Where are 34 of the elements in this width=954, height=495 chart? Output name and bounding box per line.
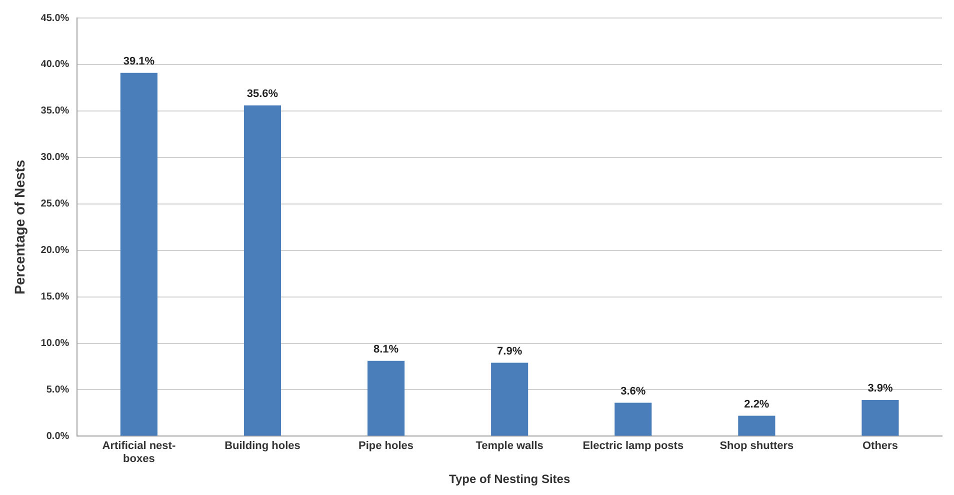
x-axis-title: Type of Nesting Sites: [449, 472, 570, 486]
bar: [120, 72, 158, 436]
x-tick-label: Others: [862, 440, 898, 452]
y-tick-label: 45.0%: [40, 12, 70, 24]
category-label: Artificial nest-: [102, 440, 176, 452]
y-tick-label: 20.0%: [40, 245, 70, 256]
data-label: 35.6%: [246, 88, 278, 100]
bar: [614, 402, 652, 436]
data-label: 39.1%: [123, 55, 155, 68]
data-label: 2.2%: [744, 398, 770, 410]
data-label: 7.9%: [497, 345, 522, 358]
y-axis-title: Percentage of Nests: [11, 160, 28, 294]
data-label: 3.6%: [620, 385, 646, 398]
y-tick-label: 30.0%: [40, 152, 70, 164]
y-tick-label: 40.0%: [40, 59, 70, 70]
x-tick-label: Pipe holes: [358, 440, 414, 452]
y-tick-label: 10.0%: [40, 338, 70, 350]
bar: [491, 362, 528, 436]
y-tick-label: 15.0%: [40, 292, 70, 303]
data-label: 8.1%: [373, 343, 399, 356]
bar: [862, 400, 899, 436]
bar: [244, 105, 282, 436]
y-tick-label: 5.0%: [46, 384, 70, 396]
category-label: boxes: [123, 453, 155, 466]
bar: [738, 416, 776, 436]
x-tick-label: Shop shutters: [720, 440, 794, 452]
y-tick-label: 25.0%: [40, 198, 70, 210]
y-tick-label: 0.0%: [46, 430, 70, 442]
y-tick-label: 35.0%: [40, 106, 70, 117]
data-label: 3.9%: [868, 382, 893, 394]
x-tick-label: Building holes: [224, 440, 300, 452]
x-tick-label: Temple walls: [476, 440, 544, 452]
bar: [367, 360, 405, 436]
x-tick-label: Electric lamp posts: [582, 440, 684, 452]
